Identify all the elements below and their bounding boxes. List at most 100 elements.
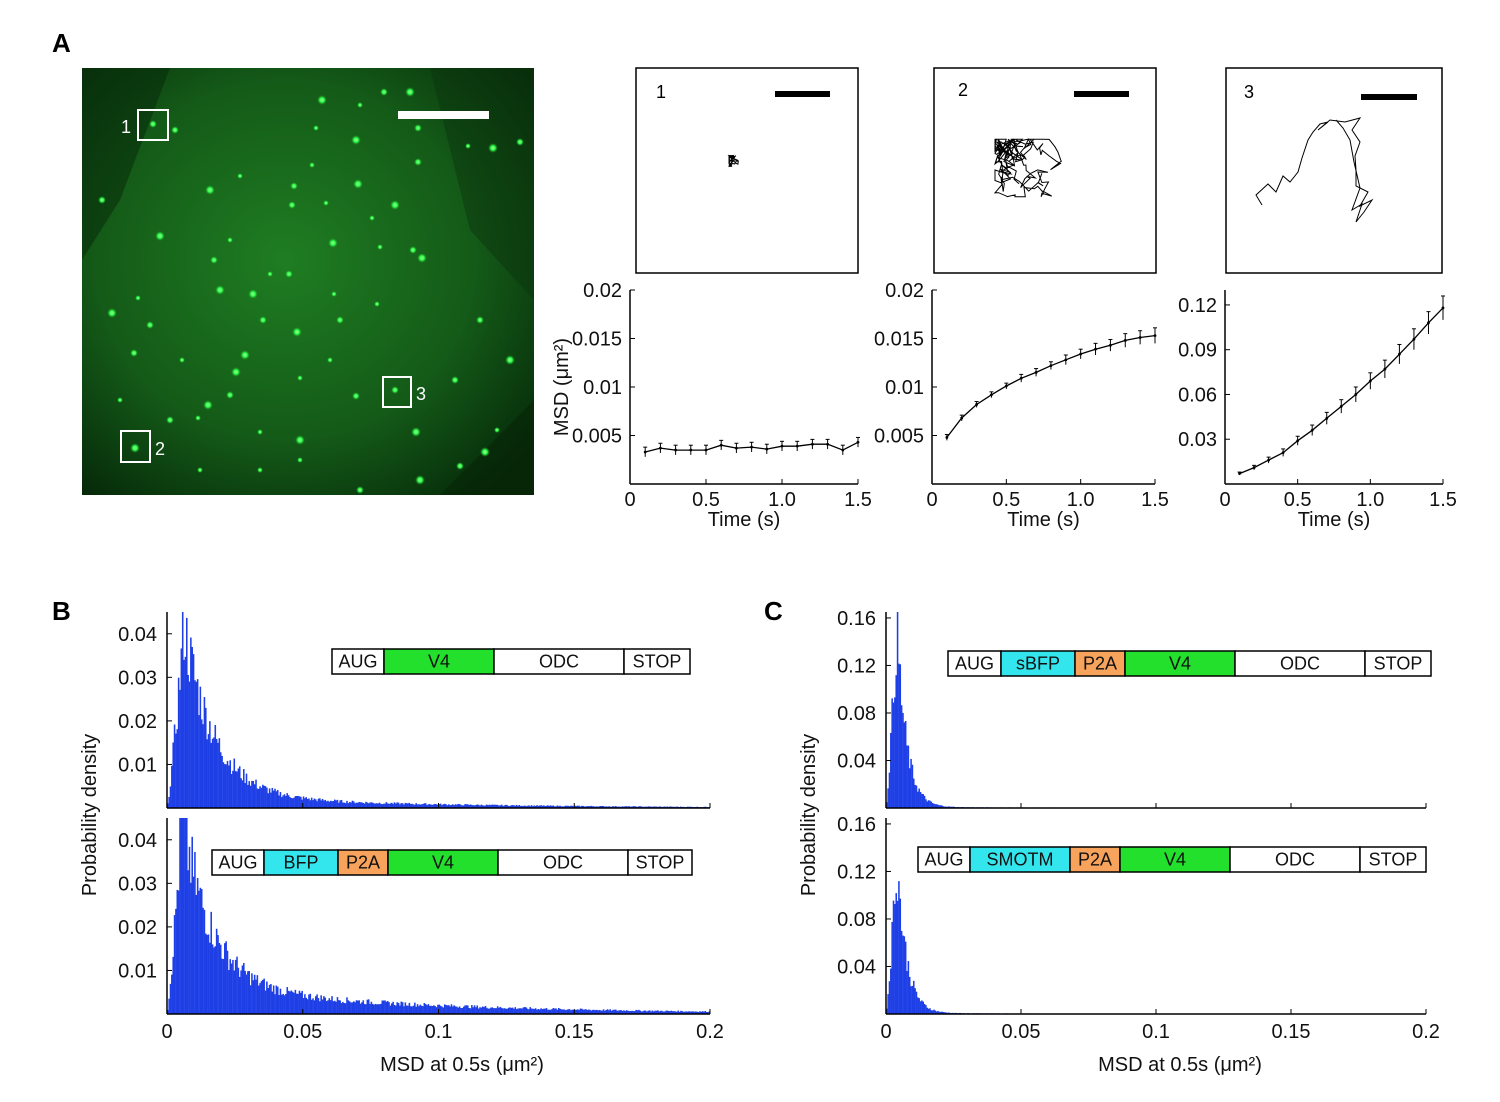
construct-segment-stop [1364, 650, 1432, 677]
histogram-bar [430, 1005, 432, 1014]
histogram-bar [422, 1006, 424, 1014]
histogram-bar [657, 1010, 659, 1014]
histogram-bar [340, 1003, 343, 1014]
histogram-bar [449, 1006, 451, 1014]
histogram-bar [214, 946, 217, 1014]
histogram-bar [910, 986, 912, 1014]
histogram-bar [886, 1008, 888, 1014]
histogram-bar [191, 836, 193, 1014]
spot [215, 285, 225, 295]
histogram-bar [903, 722, 906, 808]
histogram-bar [475, 805, 477, 808]
histogram-bar [241, 780, 244, 808]
histogram-bar [169, 983, 172, 1014]
histogram-bar [248, 781, 251, 808]
histogram-bar [460, 804, 462, 808]
construct-label: ODC [1275, 850, 1315, 870]
histogram-bar [359, 802, 362, 808]
histogram-bar [556, 1009, 559, 1014]
histogram-bar [359, 1003, 362, 1014]
histogram-bar [585, 806, 587, 808]
spot [351, 135, 361, 145]
histogram-bar [548, 1009, 551, 1014]
histogram-bar [190, 637, 192, 808]
histogram-bar [171, 765, 173, 808]
histogram-bar [488, 804, 491, 808]
spot [405, 87, 415, 97]
construct-label: AUG [924, 850, 963, 870]
histogram-bar [380, 1003, 382, 1014]
histogram-bar [222, 762, 225, 808]
data-point [1267, 458, 1270, 462]
spot [374, 301, 380, 307]
histogram-bar [654, 1010, 656, 1014]
histogram-bar [922, 794, 924, 808]
histogram-bar [614, 1009, 617, 1014]
histogram-bar [313, 798, 316, 808]
x-tick-label: 0.15 [1272, 1021, 1311, 1043]
histogram-bar [221, 958, 223, 1014]
histogram-bar [289, 991, 291, 1014]
histogram-bar [267, 793, 270, 808]
spot [205, 185, 215, 195]
histogram-bar [240, 970, 242, 1014]
histogram-bar [176, 729, 179, 808]
histogram-bar [264, 786, 267, 808]
data-point [1123, 339, 1127, 342]
histogram-c-xlabel: MSD at 0.5s (μm²) [1098, 1054, 1262, 1076]
histogram-bar [631, 1010, 633, 1014]
histogram-bar [332, 801, 335, 808]
histogram-bar [297, 795, 299, 808]
histogram-c-top: 0.04 0.08 0.12 0.16 [837, 608, 1427, 809]
histogram-bar [665, 1010, 667, 1014]
data-point [719, 443, 723, 447]
histogram-bar [642, 1011, 644, 1014]
histogram-bar [624, 806, 627, 808]
x-tick-label: 0 [161, 1021, 172, 1043]
histogram-bar [632, 1010, 635, 1014]
histogram-bar [416, 1004, 419, 1014]
histogram-bar [666, 806, 669, 808]
spot [336, 316, 344, 324]
histogram-bar [896, 612, 899, 808]
trajectory-path-1 [727, 154, 739, 168]
histogram-bar [927, 800, 930, 808]
histogram-bar [247, 971, 249, 1014]
histogram-bar [891, 921, 893, 1014]
y-tick-label: 0.04 [118, 624, 157, 646]
histogram-bar [938, 805, 941, 808]
histogram-bar [218, 738, 221, 808]
histogram-bar [293, 992, 295, 1014]
histogram-bar [346, 800, 348, 808]
histogram-bar [454, 1006, 457, 1014]
histogram-bar [412, 1005, 415, 1014]
histogram-bar [456, 1006, 458, 1014]
histogram-bar [614, 806, 617, 808]
histogram-bar [286, 793, 289, 808]
x-tick-label: 1.5 [1141, 489, 1169, 511]
histogram-bar [902, 935, 904, 1014]
histogram-bar [578, 1009, 580, 1014]
histogram-bar [676, 1011, 678, 1014]
histogram-bar [471, 804, 473, 808]
histogram-bar [241, 965, 244, 1014]
spot [226, 391, 234, 399]
histogram-bar [505, 804, 507, 808]
histogram-bar [305, 997, 308, 1014]
histogram-bar [522, 805, 525, 808]
histogram-bar [555, 806, 557, 808]
data-point [1109, 343, 1112, 347]
histogram-bar [933, 1009, 935, 1014]
histogram-bar [237, 768, 240, 808]
histogram-bar [931, 803, 934, 808]
spot [227, 237, 233, 243]
histogram-bar [358, 1000, 360, 1014]
histogram-bar [244, 970, 246, 1014]
histogram-bar [560, 1009, 563, 1014]
y-tick-label: 0.06 [1178, 384, 1217, 406]
histogram-bar [268, 984, 271, 1014]
histogram-bar [671, 1011, 674, 1014]
histogram-bar [389, 803, 392, 808]
histogram-bar [171, 974, 173, 1014]
histogram-bar [196, 877, 199, 1014]
